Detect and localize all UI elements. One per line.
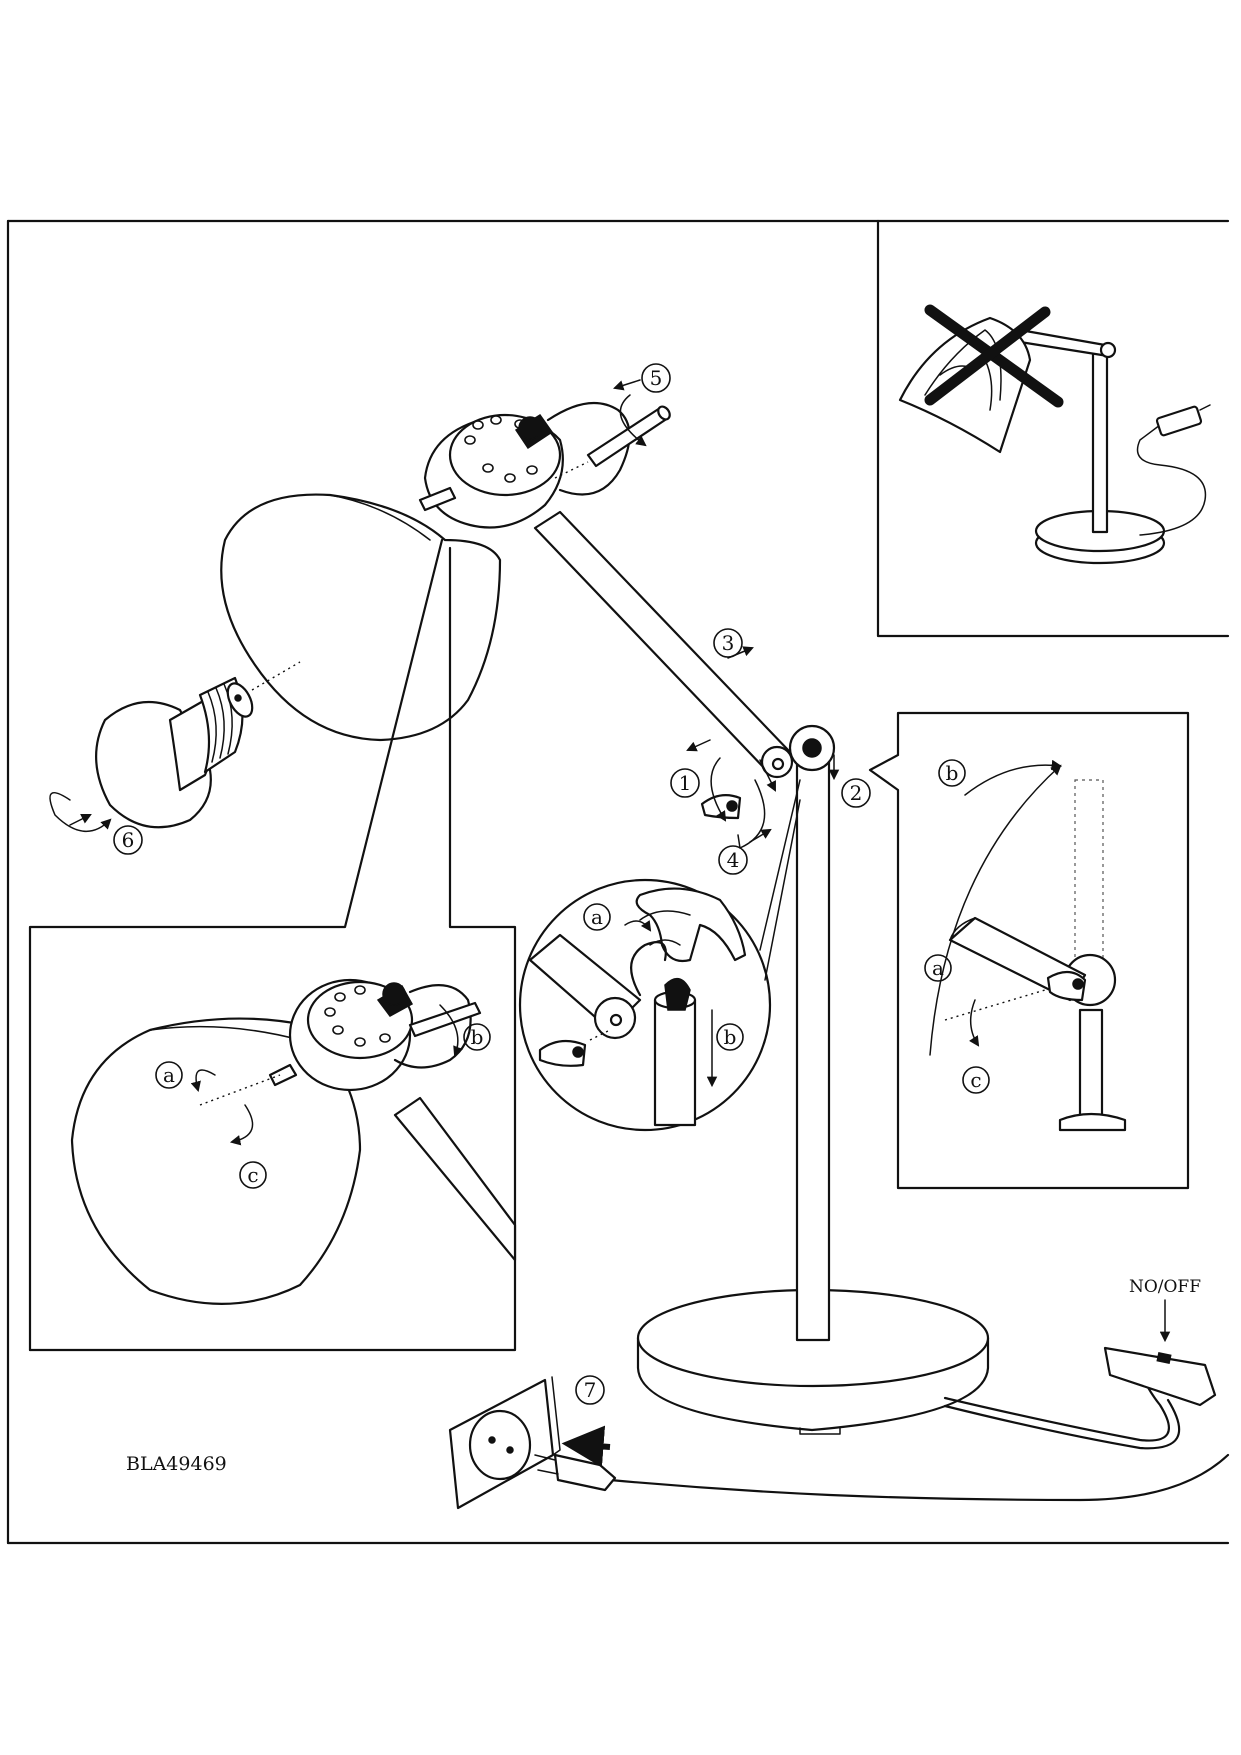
circle-detail-a: a — [591, 905, 603, 929]
right-detail-c: c — [970, 1068, 981, 1092]
circle-detail-b: b — [724, 1025, 737, 1049]
left-detail-a: a — [163, 1063, 175, 1087]
step-4-label: 4 — [727, 848, 740, 872]
do-not-cover-cross-icon — [924, 304, 1064, 408]
warning-panel — [876, 219, 1230, 638]
switch-label: NO/OFF — [1129, 1277, 1201, 1297]
step-labels — [113, 363, 871, 1405]
step-3-label: 3 — [722, 631, 735, 655]
left-detail-c: c — [247, 1163, 258, 1187]
page-frame — [6, 219, 1230, 1545]
cable-and-plug — [448, 1299, 1230, 1510]
right-detail-a: a — [932, 956, 944, 980]
step-1-label: 1 — [679, 771, 692, 795]
step-arrows — [49, 379, 840, 849]
bulb — [95, 661, 301, 829]
step-7-label: 7 — [584, 1378, 597, 1402]
shade-detail-panel — [28, 538, 517, 1352]
left-detail-b: b — [471, 1025, 484, 1049]
step-6-label: 6 — [122, 828, 135, 852]
model-code: BLA49469 — [126, 1453, 227, 1475]
step-2-label: 2 — [850, 781, 863, 805]
step-5-label: 5 — [650, 366, 663, 390]
right-detail-b: b — [946, 761, 959, 785]
main-lamp — [220, 401, 990, 1435]
arm-detail-panel — [868, 711, 1190, 1190]
detail-labels — [155, 759, 990, 1189]
wire-detail-circle — [518, 878, 772, 1132]
